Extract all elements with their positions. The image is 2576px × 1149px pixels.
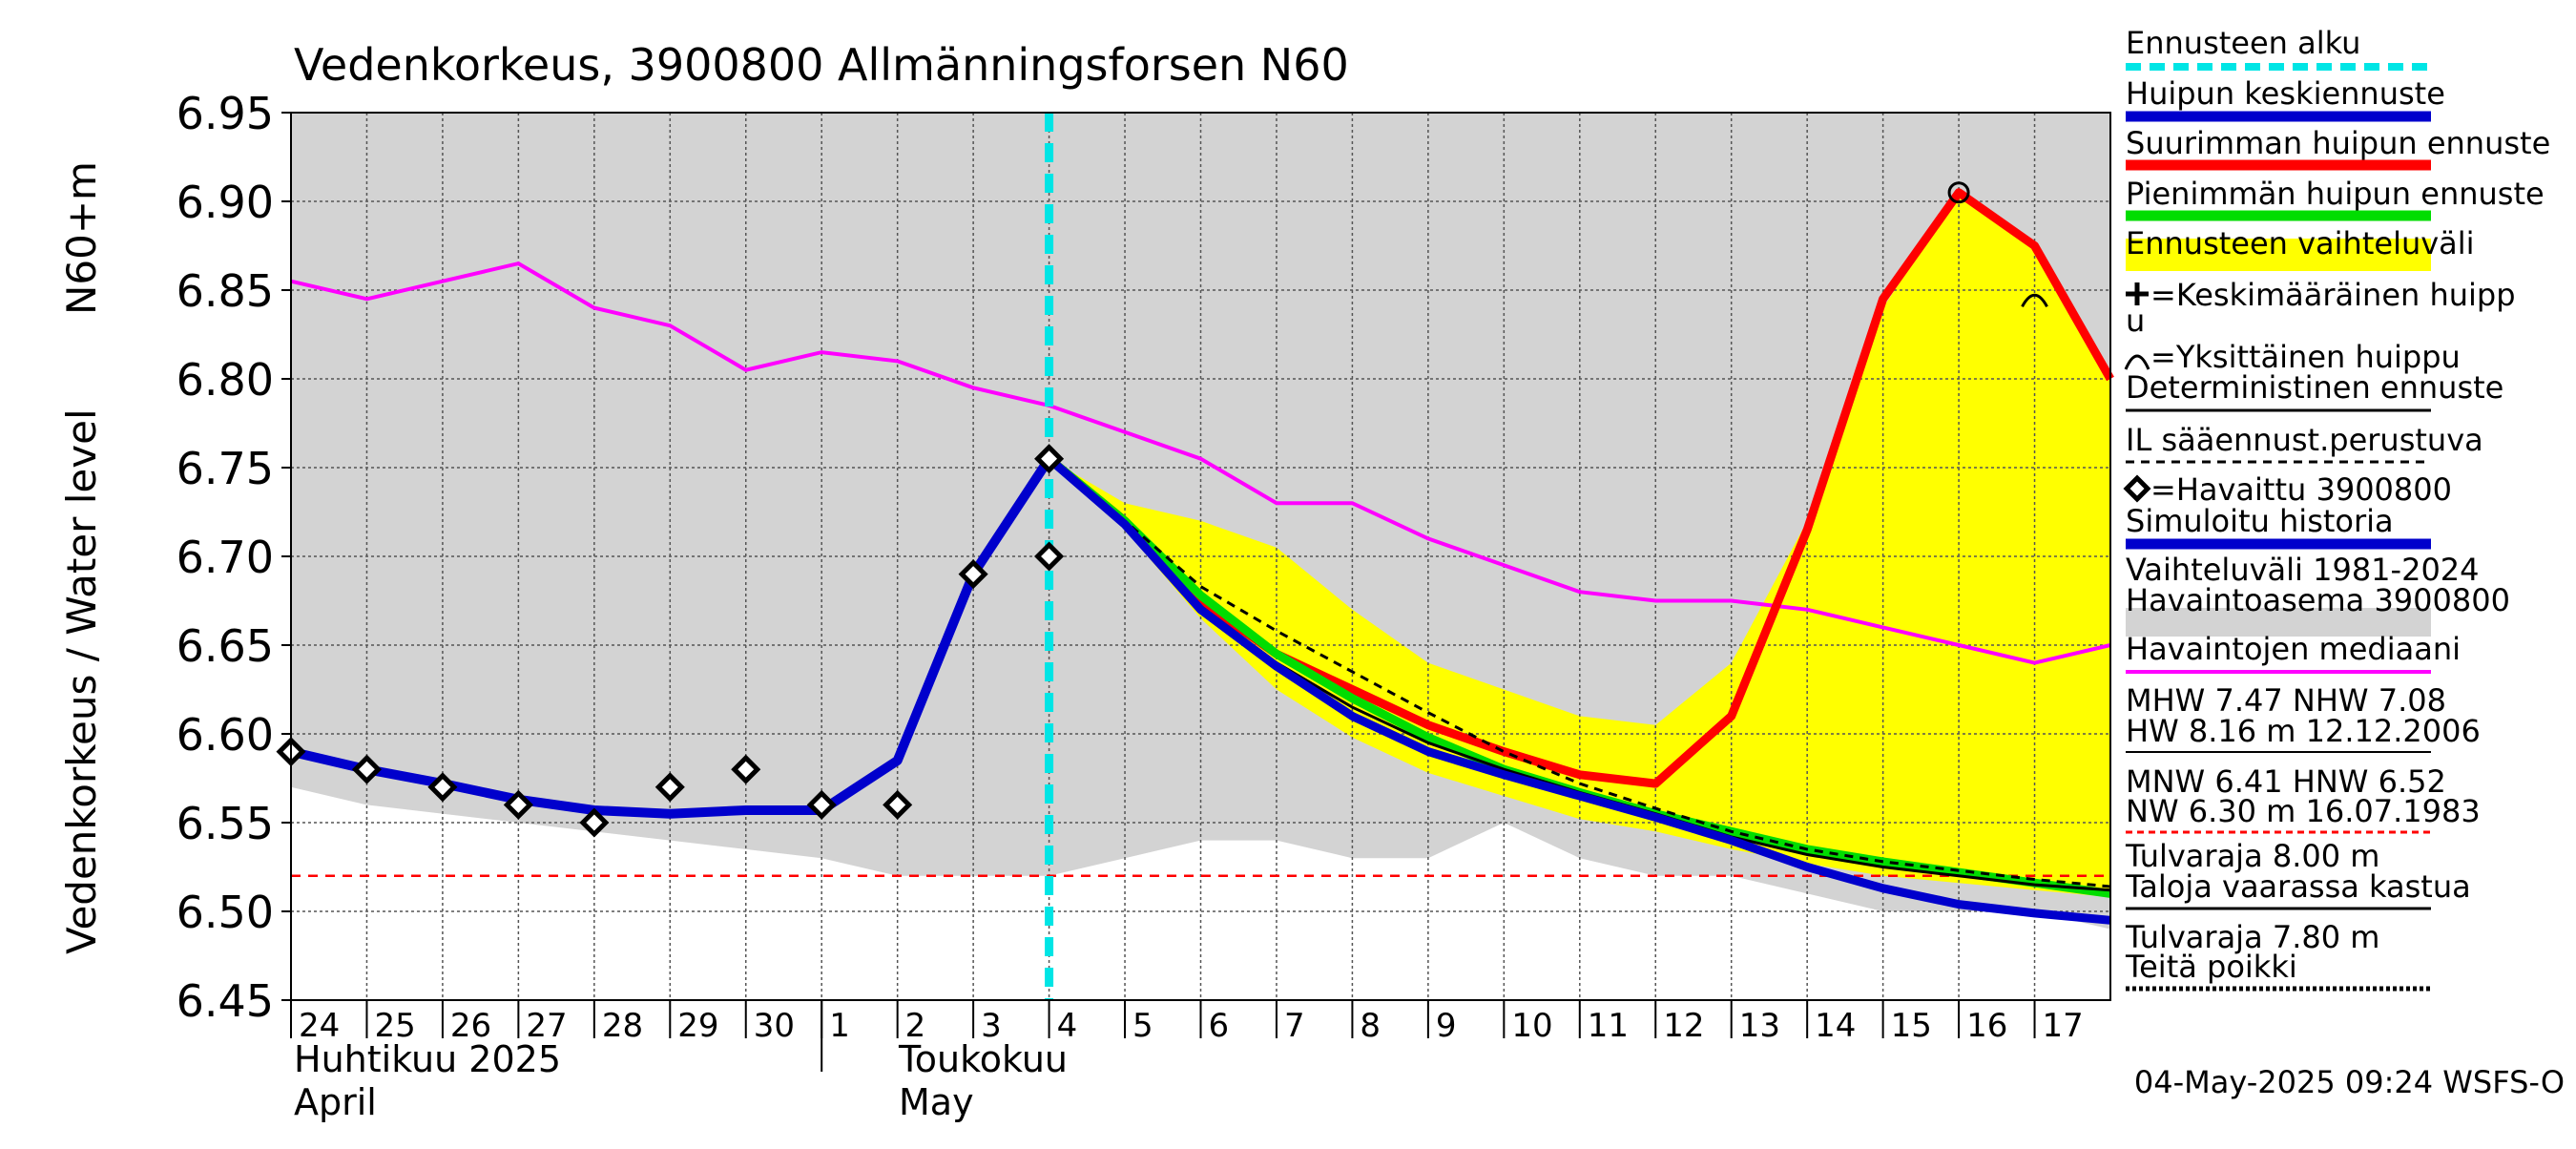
y-tick-label: 6.70 bbox=[177, 532, 274, 583]
y-axis-label: Vedenkorkeus / Water level bbox=[58, 408, 105, 954]
y-tick-label: 6.90 bbox=[177, 177, 274, 228]
x-tick-label: 9 bbox=[1436, 1007, 1457, 1045]
legend-label: Simuloitu historia bbox=[2126, 503, 2394, 539]
x-tick-label: 5 bbox=[1132, 1007, 1153, 1045]
legend-label: Ennusteen alku bbox=[2126, 25, 2360, 61]
legend-label: IL sääennust.perustuva bbox=[2126, 422, 2483, 458]
y-tick-label: 6.45 bbox=[177, 975, 274, 1027]
y-tick-label: 6.95 bbox=[177, 88, 274, 139]
median-line bbox=[290, 261, 2111, 665]
forecast-range-area bbox=[1049, 192, 2110, 898]
observed-point bbox=[351, 754, 382, 784]
legend-label-line2: HW 8.16 m 12.12.2006 bbox=[2126, 713, 2481, 749]
x-tick-label: 16 bbox=[1966, 1007, 2007, 1045]
month-label-april-en: April bbox=[294, 1081, 377, 1123]
x-tick-label: 10 bbox=[1511, 1007, 1552, 1045]
legend: Ennusteen alku Huipun keskiennuste Suurimm… bbox=[2123, 25, 2550, 992]
legend-label-line2: u bbox=[2126, 303, 2145, 339]
simulated-history-line bbox=[289, 455, 1053, 819]
x-tick-label: 8 bbox=[1360, 1007, 1381, 1045]
legend-single-peak-symbol bbox=[2124, 354, 2150, 370]
x-tick-label: 27 bbox=[526, 1007, 567, 1045]
x-tick-label: 17 bbox=[2043, 1007, 2084, 1045]
legend-label-line2: Taloja vaarassa kastua bbox=[2125, 868, 2471, 905]
y-tick-label: 6.50 bbox=[177, 887, 274, 938]
observed-point bbox=[579, 807, 610, 838]
observed-point bbox=[1034, 444, 1065, 474]
x-tick-label: 7 bbox=[1284, 1007, 1305, 1045]
legend-label-line2: NW 6.30 m 16.07.1983 bbox=[2126, 793, 2481, 829]
month-label-april-fi: Huhtikuu 2025 bbox=[294, 1038, 561, 1080]
observed-point bbox=[503, 789, 533, 820]
observed-point bbox=[958, 559, 988, 590]
legend-label: MHW 7.47 NHW 7.08 bbox=[2126, 682, 2446, 719]
legend-label: Ennusteen vaihteluväli bbox=[2126, 225, 2475, 261]
x-tick-label: 3 bbox=[981, 1007, 1002, 1045]
legend-label: Havaintojen mediaani bbox=[2126, 631, 2461, 667]
legend-label-line2: Teitä poikki bbox=[2125, 949, 2297, 985]
y-tick-label: 6.65 bbox=[177, 620, 274, 672]
y-tick-label: 6.85 bbox=[177, 265, 274, 317]
legend-label: MNW 6.41 HNW 6.52 bbox=[2126, 763, 2446, 800]
legend-label: =Keskimääräinen huipp bbox=[2150, 277, 2516, 313]
observed-point bbox=[806, 789, 837, 820]
x-tick-label: 15 bbox=[1891, 1007, 1932, 1045]
legend-observed-symbol bbox=[2123, 474, 2151, 503]
y-tick-label: 6.55 bbox=[177, 798, 274, 849]
x-tick-label: 12 bbox=[1663, 1007, 1704, 1045]
y-tick-label: 6.80 bbox=[177, 354, 274, 406]
legend-label: =Havaittu 3900800 bbox=[2150, 471, 2452, 508]
x-tick-label: 2 bbox=[905, 1007, 926, 1045]
y-tick-label: 6.60 bbox=[177, 709, 274, 761]
x-tick-label: 14 bbox=[1815, 1007, 1856, 1045]
legend-label-line2: Havaintoasema 3900800 bbox=[2126, 582, 2510, 618]
timestamp: 04-May-2025 09:24 WSFS-O bbox=[2134, 1064, 2565, 1100]
observed-point bbox=[1034, 541, 1065, 572]
plot-area bbox=[276, 112, 2114, 1001]
month-label-may-fi: Toukokuu bbox=[898, 1038, 1068, 1080]
x-tick-label: 28 bbox=[602, 1007, 643, 1045]
x-tick-label: 11 bbox=[1588, 1007, 1629, 1045]
legend-label: Vaihteluväli 1981-2024 bbox=[2126, 552, 2480, 588]
x-tick-label: 25 bbox=[374, 1007, 415, 1045]
observed-point bbox=[427, 772, 458, 803]
x-tick-label: 29 bbox=[677, 1007, 718, 1045]
y-axis-ticks: 6.45 6.50 6.55 6.60 6.65 6.70 6.75 6.80 6.85 6.90… bbox=[177, 88, 291, 1027]
single-peak-marker bbox=[2021, 293, 2048, 308]
chart-title: Vedenkorkeus, 3900800 Allmänningsforsen … bbox=[294, 39, 1349, 91]
legend-label: Tulvaraja 7.80 m bbox=[2125, 919, 2379, 955]
x-tick-label: 4 bbox=[1057, 1007, 1078, 1045]
observed-point bbox=[883, 789, 913, 820]
y-tick-label: 6.75 bbox=[177, 443, 274, 494]
legend-label: =Yksittäinen huippu bbox=[2150, 339, 2461, 375]
x-axis-ticks: 24 25 26 27 28 29 30 1 2 3 4 5 6 7 8 9 10 11 12 13 14 15 16 17 bbox=[290, 1000, 2084, 1072]
mean-peak-forecast-line bbox=[1046, 455, 2111, 925]
observed-point bbox=[731, 754, 761, 784]
legend-label: Huipun keskiennuste bbox=[2126, 75, 2445, 112]
x-tick-label: 1 bbox=[829, 1007, 850, 1045]
legend-label: Tulvaraja 8.00 m bbox=[2125, 838, 2379, 874]
legend-mean-peak-symbol bbox=[2126, 282, 2149, 305]
month-label-may-en: May bbox=[899, 1081, 974, 1123]
x-tick-label: 30 bbox=[754, 1007, 795, 1045]
x-tick-label: 13 bbox=[1739, 1007, 1780, 1045]
legend-label: Suurimman huipun ennuste bbox=[2126, 125, 2550, 161]
legend-label: Deterministinen ennuste bbox=[2126, 369, 2503, 406]
observed-point bbox=[654, 772, 685, 803]
x-tick-label: 24 bbox=[299, 1007, 340, 1045]
x-tick-label: 6 bbox=[1209, 1007, 1230, 1045]
y-axis-unit: N60+m bbox=[58, 161, 105, 315]
legend-label: Pienimmän huipun ennuste bbox=[2126, 176, 2545, 212]
x-tick-label: 26 bbox=[450, 1007, 491, 1045]
single-peak-marker bbox=[1947, 181, 1970, 204]
